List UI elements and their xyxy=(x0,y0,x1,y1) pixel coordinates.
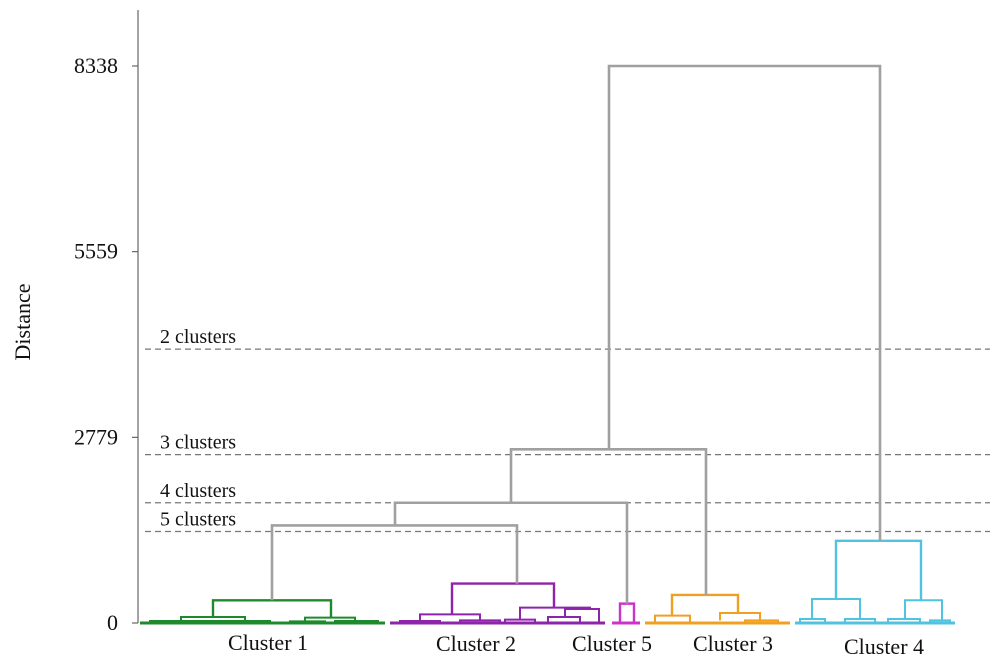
cut-line-label: 3 clusters xyxy=(160,432,236,454)
upper-merges xyxy=(270,64,882,604)
cut-line-label: 4 clusters xyxy=(160,480,236,502)
cluster-label: Cluster 4 xyxy=(844,634,924,659)
cluster-2-subtree xyxy=(390,582,605,625)
cluster-2-leaf-link xyxy=(547,615,581,623)
y-axis-title: Distance xyxy=(10,284,35,361)
cluster-4-root-link xyxy=(834,539,923,601)
cluster-1-subtree xyxy=(140,599,385,625)
cluster-4-link xyxy=(904,599,943,621)
cluster-3-leaf-link xyxy=(654,614,691,623)
cluster-label: Cluster 5 xyxy=(572,631,652,656)
merge-link xyxy=(607,64,882,541)
cluster-3-root-link xyxy=(670,593,740,616)
merge-link xyxy=(509,448,708,595)
cluster-2-link xyxy=(419,613,481,621)
y-tick-label: 8338 xyxy=(74,53,118,78)
labels-layer: Cluster 1 Cluster 2 Cluster 5 Cluster 3 Clus… xyxy=(228,630,924,659)
cluster-1-root-link xyxy=(211,599,333,618)
cluster-3-subtree xyxy=(645,593,790,625)
y-tick-label: 2779 xyxy=(74,424,118,449)
merge-link xyxy=(270,524,519,601)
cluster-2-leaf-link xyxy=(504,618,536,623)
cluster-4-subtree xyxy=(795,539,955,625)
cluster-1-link xyxy=(304,616,356,622)
dendrogram-tree xyxy=(140,64,955,625)
cluster-2-link xyxy=(564,607,600,623)
cluster-1-link xyxy=(180,615,246,621)
axis-layer: 0 2779 5559 8338 Distance xyxy=(10,10,139,635)
cut-line-label: 2 clusters xyxy=(160,326,236,348)
cluster-5-root-link xyxy=(618,602,636,623)
cluster-2-root-link xyxy=(450,582,556,615)
cluster-label: Cluster 2 xyxy=(436,631,516,656)
cut-lines-layer: 2 clusters 3 clusters 4 clusters 5 clusters xyxy=(145,326,990,533)
y-tick-label: 0 xyxy=(107,610,118,635)
cluster-3-link xyxy=(719,611,761,623)
cluster-4-leaf-link xyxy=(844,617,876,623)
merge-link xyxy=(393,501,629,604)
cluster-4-link xyxy=(811,597,861,619)
cluster-label: Cluster 1 xyxy=(228,630,308,655)
y-tick-label: 5559 xyxy=(74,239,118,264)
cluster-4-leaf-link xyxy=(799,617,826,623)
cluster-5-subtree xyxy=(612,602,640,625)
cluster-label: Cluster 3 xyxy=(693,631,773,656)
cluster-4-leaf-link xyxy=(887,617,921,623)
cut-line-label: 5 clusters xyxy=(160,508,236,530)
